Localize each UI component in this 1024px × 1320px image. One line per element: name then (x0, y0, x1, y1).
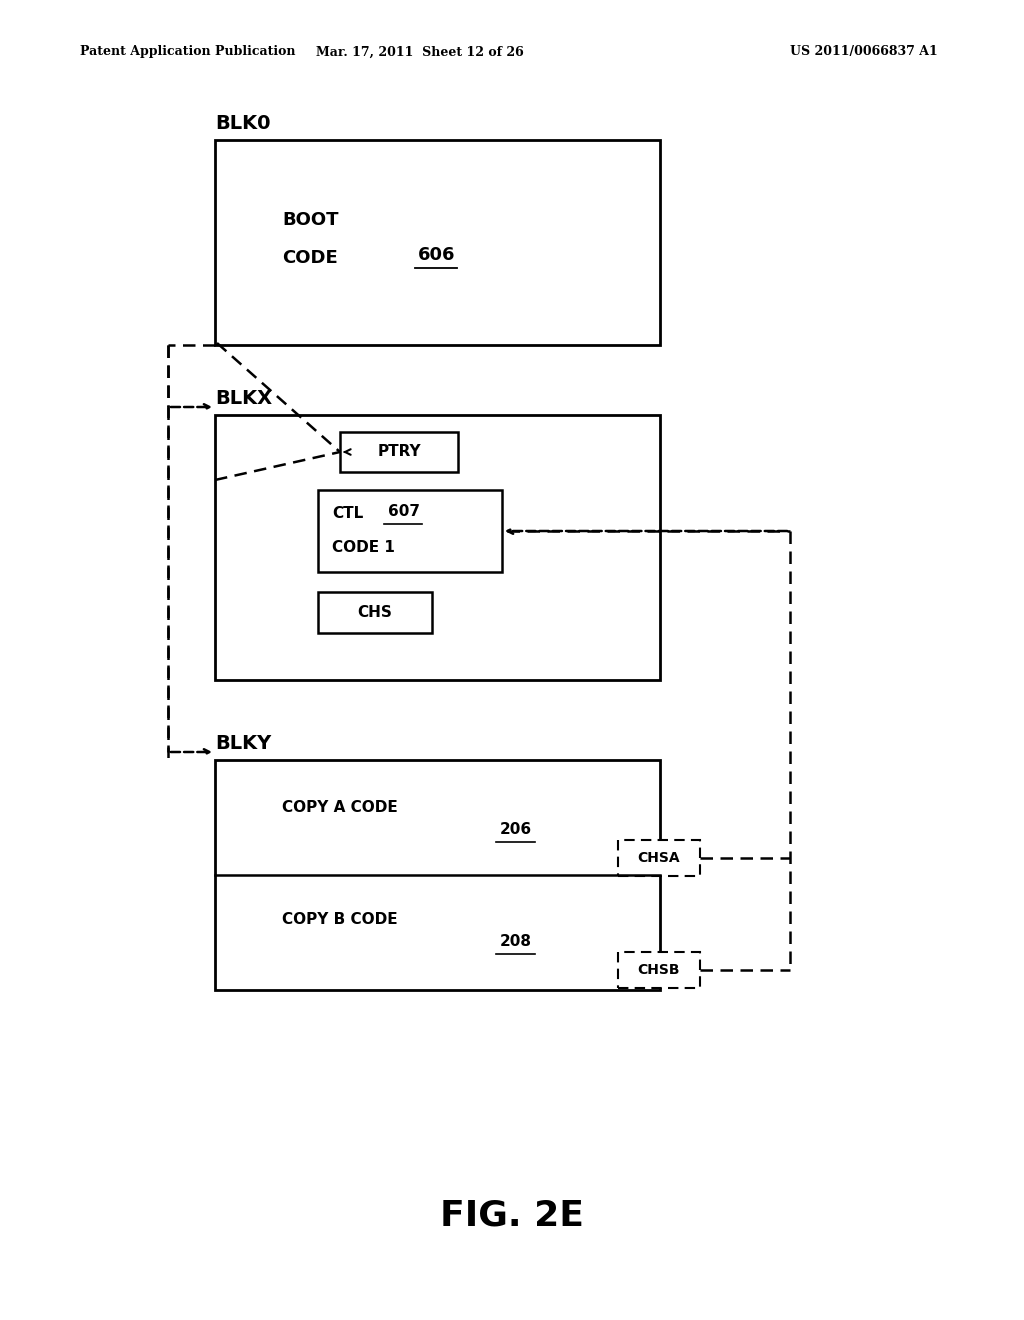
Text: 606: 606 (418, 246, 456, 264)
Bar (215, 760, 660, 990)
Text: CODE: CODE (282, 249, 338, 267)
Text: CTL: CTL (332, 507, 364, 521)
Bar (618, 952, 700, 987)
Bar (318, 591, 432, 634)
Text: 206: 206 (500, 822, 532, 837)
Text: CHSB: CHSB (638, 964, 680, 977)
Bar (215, 140, 660, 345)
Text: 208: 208 (500, 935, 532, 949)
Text: CHS: CHS (357, 605, 392, 620)
Text: COPY A CODE: COPY A CODE (282, 800, 397, 816)
Text: BLK0: BLK0 (215, 114, 270, 133)
Text: US 2011/0066837 A1: US 2011/0066837 A1 (790, 45, 938, 58)
Text: PTRY: PTRY (377, 445, 421, 459)
Text: 607: 607 (388, 504, 420, 520)
Bar (340, 432, 458, 473)
Bar (318, 490, 502, 572)
Bar (618, 840, 700, 876)
Bar (215, 414, 660, 680)
Text: BOOT: BOOT (282, 211, 339, 228)
Text: FIG. 2E: FIG. 2E (440, 1199, 584, 1232)
Text: CODE 1: CODE 1 (332, 540, 395, 556)
Text: Patent Application Publication: Patent Application Publication (80, 45, 296, 58)
Text: COPY B CODE: COPY B CODE (282, 912, 397, 928)
Text: BLKY: BLKY (215, 734, 271, 752)
Text: BLKX: BLKX (215, 389, 272, 408)
Text: Mar. 17, 2011  Sheet 12 of 26: Mar. 17, 2011 Sheet 12 of 26 (316, 45, 524, 58)
Text: CHSA: CHSA (638, 851, 680, 865)
